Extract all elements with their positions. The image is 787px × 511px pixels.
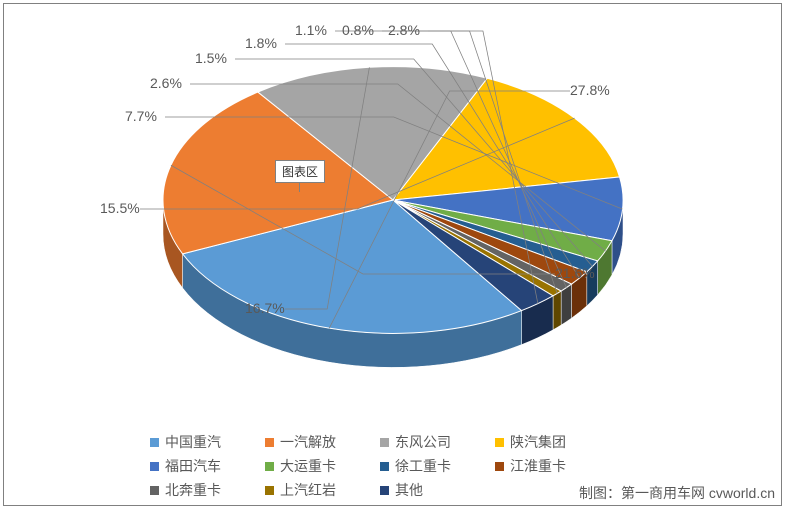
legend-label: 陕汽集团 (510, 432, 566, 452)
legend-swatch (150, 462, 159, 471)
callout-text: 图表区 (282, 165, 318, 179)
credit-line: 制图：第一商用车网 cvworld.cn (579, 483, 775, 503)
legend-item: 其他 (380, 480, 495, 500)
legend-label: 中国重汽 (165, 432, 221, 452)
slice-label: 1.5% (195, 50, 227, 66)
legend-item: 江淮重卡 (495, 456, 610, 476)
legend-item: 一汽解放 (265, 432, 380, 452)
legend-label: 上汽红岩 (280, 480, 336, 500)
legend-item: 北奔重卡 (150, 480, 265, 500)
slice-label: 1.1% (295, 22, 327, 38)
legend-item: 徐工重卡 (380, 456, 495, 476)
legend-swatch (150, 486, 159, 495)
legend-swatch (380, 486, 389, 495)
slice-label: 7.7% (125, 108, 157, 124)
legend-swatch (495, 462, 504, 471)
chart-area-callout: 图表区 (275, 160, 325, 183)
slice-label: 0.8% (342, 22, 374, 38)
legend-swatch (265, 486, 274, 495)
legend-label: 江淮重卡 (510, 456, 566, 476)
legend-item: 中国重汽 (150, 432, 265, 452)
slice-label: 15.5% (100, 200, 140, 216)
slice-label: 2.6% (150, 75, 182, 91)
legend-label: 东风公司 (395, 432, 451, 452)
legend-swatch (150, 438, 159, 447)
legend-item: 福田汽车 (150, 456, 265, 476)
legend-swatch (495, 438, 504, 447)
slice-label: 16.7% (245, 300, 285, 316)
legend-swatch (265, 462, 274, 471)
legend-label: 大运重卡 (280, 456, 336, 476)
legend-row: 中国重汽 一汽解放 东风公司 陕汽集团 (150, 432, 650, 452)
legend-item: 上汽红岩 (265, 480, 380, 500)
legend-swatch (380, 462, 389, 471)
legend-label: 一汽解放 (280, 432, 336, 452)
legend-item: 陕汽集团 (495, 432, 610, 452)
legend-swatch (265, 438, 274, 447)
credit-text: 制图：第一商用车网 cvworld.cn (579, 485, 775, 501)
slice-label: 2.8% (388, 22, 420, 38)
legend-item: 东风公司 (380, 432, 495, 452)
legend-item: 大运重卡 (265, 456, 380, 476)
legend-label: 福田汽车 (165, 456, 221, 476)
legend-label: 北奔重卡 (165, 480, 221, 500)
slice-label: 21.6% (555, 265, 595, 281)
legend-swatch (380, 438, 389, 447)
slice-label: 1.8% (245, 35, 277, 51)
legend-label: 徐工重卡 (395, 456, 451, 476)
legend-row: 北奔重卡 上汽红岩 其他 (150, 480, 650, 500)
legend-row: 福田汽车 大运重卡 徐工重卡 江淮重卡 (150, 456, 650, 476)
legend: 中国重汽 一汽解放 东风公司 陕汽集团福田汽车 大运重卡 徐工重卡 江淮重卡北奔重卡 上汽红岩… (150, 432, 650, 504)
legend-label: 其他 (395, 480, 423, 500)
slice-label: 27.8% (570, 82, 610, 98)
